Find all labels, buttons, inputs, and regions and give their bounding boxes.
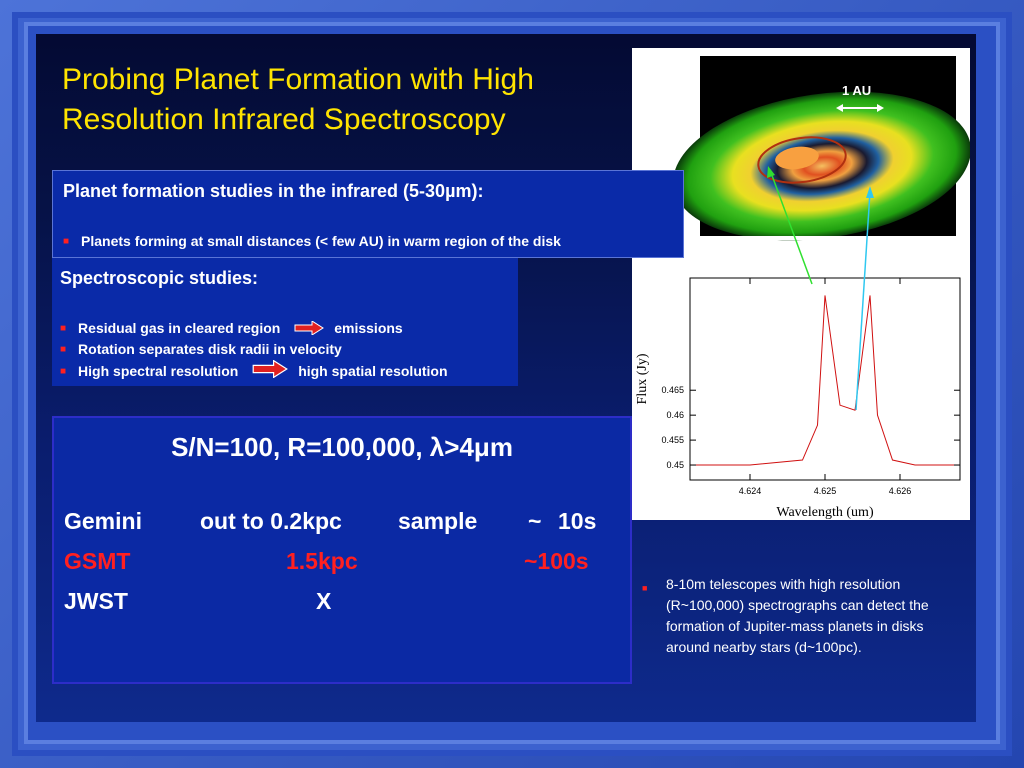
x-axis-label: Wavelength (um) [776,505,874,520]
y-axis-label: Flux (Jy) [635,353,650,404]
infrared-studies-heading: Planet formation studies in the infrared… [63,181,484,201]
x-tick-label: 4.625 [814,486,837,496]
slide-title: Probing Planet Formation with High Resol… [62,63,534,136]
model-fit-series [690,295,960,466]
telescope-distance: X [316,588,332,614]
infrared-studies-box: Planet formation studies in the infrared… [52,170,684,258]
list-item-text: Rotation separates disk radii in velocit… [78,341,342,357]
spectroscopic-studies-box: Spectroscopic studies: ■ Residual gas in … [52,258,518,386]
y-tick-label: 0.45 [666,460,684,470]
list-item: ■ Residual gas in cleared region emission… [60,318,448,339]
spectrum-chart-panel: 0.45 0.455 0.46 0.465 4.624 4.625 4.626 Wavelen… [632,270,970,520]
bullet-square-icon: ■ [60,323,67,334]
conclusion-note: ■ 8-10m telescopes with high resolution … [642,574,962,658]
y-tick-label: 0.46 [666,410,684,420]
telescope-name: JWST [64,588,128,614]
tilde-symbol: ~ [528,508,542,534]
bullet-text: Planets forming at small distances (< fe… [81,233,561,249]
telescope-comparison-box: S/N=100, R=100,000, λ>4μm Gemini out to … [52,416,632,684]
sample-label: sample [398,508,478,534]
list-item: ■ High spectral resolution high spatial r… [60,360,448,382]
right-arrow-icon [294,321,325,335]
list-item-text: Residual gas in cleared region [78,320,281,336]
telescope-name: GSMT [64,548,131,574]
telescope-time: 10s [558,508,597,534]
scale-label: 1 AU [842,83,871,98]
requirements-headline: S/N=100, R=100,000, λ>4μm [171,432,513,462]
list-item: ■ Rotation separates disk radii in veloci… [60,339,448,360]
y-tick-label: 0.465 [661,385,684,395]
telescope-time: ~100s [524,548,589,574]
telescope-name: Gemini [64,508,142,534]
bullet-square-icon: ■ [642,583,648,593]
list-item-result: emissions [334,320,403,336]
bullet-square-icon: ■ [60,366,67,377]
spectroscopic-studies-heading: Spectroscopic studies: [60,268,259,288]
list-item-text: High spectral resolution [78,363,239,379]
telescope-distance: out to 0.2kpc [200,508,342,534]
conclusion-text: 8-10m telescopes with high resolution (R… [666,576,929,655]
telescope-distance: 1.5kpc [286,548,358,574]
bullet-item: ■ Planets forming at small distances (< f… [63,233,561,249]
bullet-square-icon: ■ [60,344,67,355]
right-arrow-icon [252,360,289,378]
spectroscopic-list: ■ Residual gas in cleared region emission… [60,318,448,382]
plot-area [689,277,961,481]
x-tick-label: 4.624 [739,486,762,496]
spectrum-chart: 0.45 0.455 0.46 0.465 4.624 4.625 4.626 Wavelen… [632,270,961,520]
x-tick-label: 4.626 [889,486,912,496]
y-tick-label: 0.455 [661,435,684,445]
protoplanetary-disk-image: 1 AU [673,56,971,241]
bullet-square-icon: ■ [63,236,70,247]
list-item-result: high spatial resolution [298,363,448,379]
